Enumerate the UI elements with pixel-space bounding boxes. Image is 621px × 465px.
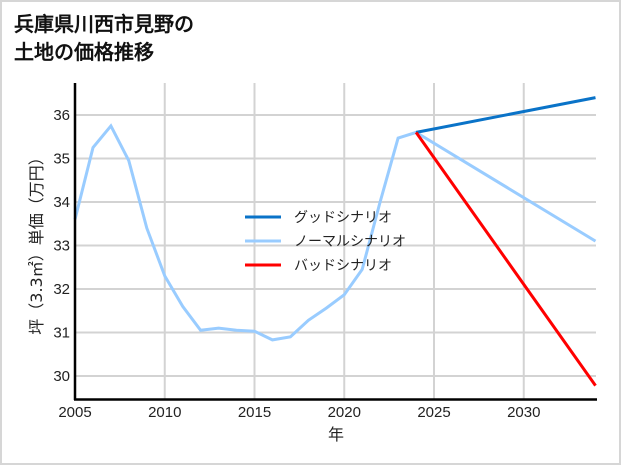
legend-label-bad: バッドシナリオ [294, 258, 392, 274]
title-line-1: 兵庫県川西市見野の [14, 12, 194, 36]
legend-label-good: グッドシナリオ [294, 210, 392, 226]
x-tick-label: 2015 [238, 404, 271, 421]
chart-title: 兵庫県川西市見野の 土地の価格推移 [14, 10, 194, 66]
y-tick-label: 31 [53, 325, 70, 342]
x-tick-label: 2025 [417, 404, 450, 421]
x-axis-label: 年 [328, 425, 344, 444]
y-tick-labels: 30 31 32 33 34 35 36 [53, 107, 70, 385]
y-tick-label: 32 [53, 281, 70, 298]
series-line-1 [415, 96, 596, 134]
title-line-2: 土地の価格推移 [14, 40, 154, 64]
legend-label-normal: ノーマルシナリオ [294, 234, 406, 250]
y-tick-label: 34 [53, 194, 70, 211]
x-tick-label: 2020 [328, 404, 361, 421]
data-series [73, 96, 597, 387]
y-tick-label: 33 [53, 238, 70, 255]
x-tick-labels: 2005 2010 2015 2020 2025 2030 [58, 404, 540, 421]
y-tick-label: 35 [53, 151, 70, 168]
x-tick-label: 2010 [148, 404, 181, 421]
y-axis-label: 坪（3.3㎡）単価（万円） [27, 149, 46, 334]
grid-lines [75, 83, 596, 399]
axes [73, 83, 597, 401]
series-line-2 [414, 131, 597, 387]
x-tick-label: 2030 [507, 404, 540, 421]
y-tick-label: 36 [53, 107, 70, 124]
x-tick-label: 2005 [58, 404, 91, 421]
series-line-0 [73, 123, 597, 342]
y-tick-label: 30 [53, 368, 70, 385]
